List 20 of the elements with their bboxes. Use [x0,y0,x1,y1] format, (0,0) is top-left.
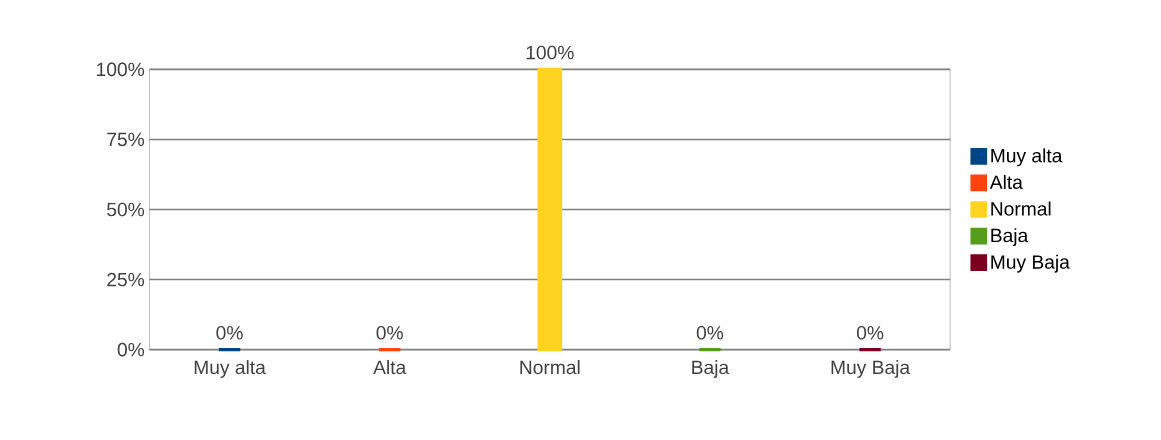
legend-label: Baja [991,227,1029,246]
x-tick-label: Alta [373,359,407,374]
legend-label: Alta [989,174,1023,189]
x-tick-label: Baja [692,359,730,378]
legend-label: Muy alta [991,148,1063,167]
data-label: 0% [856,325,884,340]
y-tick-label: 25% [107,272,145,287]
y-tick-label: 50% [107,202,145,217]
x-tick-label: Muy Baja [831,359,911,378]
y-tick-label: 75% [107,132,145,147]
y-tick-label: 100% [97,62,145,77]
legend-label: Normal [991,201,1051,216]
x-tick-label: Normal [520,359,580,374]
data-label: 0% [216,325,243,340]
x-tick-label: Muy alta [194,359,266,378]
data-label: 0% [696,325,724,340]
legend-label: Muy Baja [991,254,1070,273]
data-label: 100% [526,45,574,60]
data-label: 0% [376,325,403,340]
y-tick-label: 0% [117,342,145,357]
